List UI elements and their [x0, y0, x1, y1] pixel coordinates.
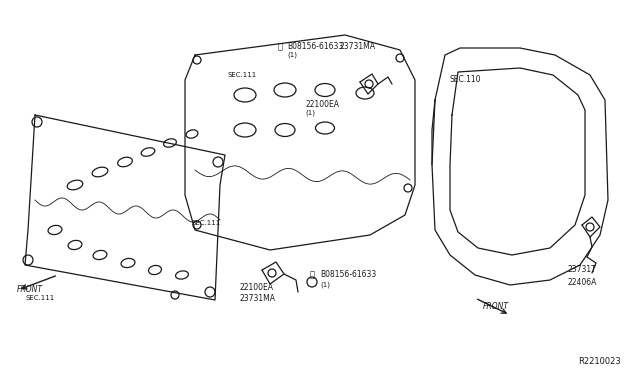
Text: 23731MA: 23731MA	[240, 294, 276, 303]
Text: SEC.111: SEC.111	[25, 295, 54, 301]
Text: (1): (1)	[287, 52, 297, 58]
Text: 22406A: 22406A	[567, 278, 596, 287]
Text: R2210023: R2210023	[578, 357, 621, 366]
Text: 22100EA: 22100EA	[240, 283, 274, 292]
Text: SEC.110: SEC.110	[450, 75, 481, 84]
Text: SEC.111: SEC.111	[192, 220, 221, 226]
Text: 22100EA: 22100EA	[305, 100, 339, 109]
Text: Ⓑ: Ⓑ	[310, 270, 315, 279]
Text: (1): (1)	[305, 110, 315, 116]
Text: Ⓑ: Ⓑ	[278, 42, 283, 51]
Text: (1): (1)	[320, 282, 330, 289]
Text: SEC.111: SEC.111	[228, 72, 257, 78]
Text: 23731T: 23731T	[567, 265, 596, 274]
Text: FRONT: FRONT	[483, 302, 509, 311]
Text: B08156-61633: B08156-61633	[287, 42, 343, 51]
Text: B08156-61633: B08156-61633	[320, 270, 376, 279]
Text: FRONT: FRONT	[17, 285, 43, 294]
Text: 23731MA: 23731MA	[340, 42, 376, 51]
